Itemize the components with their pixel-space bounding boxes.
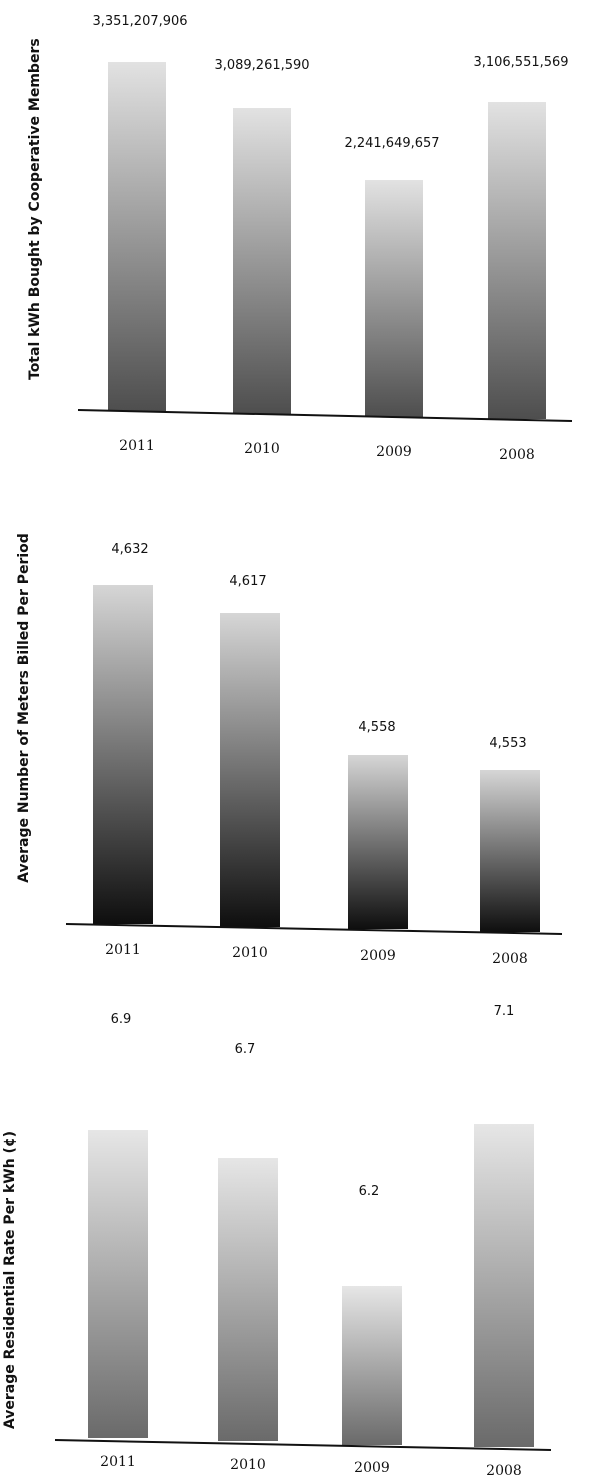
value-label-2011: 4,632 (111, 542, 149, 557)
x-tick-label-2008: 2008 (499, 447, 535, 463)
value-label-2010: 4,617 (229, 574, 267, 589)
x-axis-line (65, 923, 563, 935)
bar-2008 (480, 770, 540, 932)
bar-2008 (488, 102, 546, 419)
x-tick-label-2010: 2010 (230, 1457, 266, 1473)
value-label-2010: 6.7 (234, 1042, 256, 1057)
kwh-bought-chart-plot (77, 62, 573, 422)
x-axis-line (54, 1439, 552, 1451)
value-label-2008: 3,106,551,569 (473, 55, 569, 70)
x-tick-label-2010: 2010 (244, 441, 280, 457)
residential-rate-chart-plot (54, 1124, 552, 1451)
bar-2010 (220, 613, 280, 927)
meters-billed-chart: Average Number of Meters Billed Per Peri… (0, 490, 594, 970)
x-tick-label-2010: 2010 (232, 945, 268, 961)
x-tick-label-2009: 2009 (376, 444, 412, 460)
bar-2011 (88, 1130, 148, 1438)
bar-2008 (474, 1124, 534, 1447)
bar-2010 (218, 1158, 278, 1441)
x-axis-line (77, 409, 573, 422)
value-label-2010: 3,089,261,590 (214, 58, 310, 73)
kwh-bought-chart: Total kWh Bought by Cooperative Members … (0, 0, 594, 470)
value-label-2008: 7.1 (493, 1004, 515, 1019)
value-label-2009: 6.2 (358, 1184, 380, 1199)
x-tick-label-2008: 2008 (486, 1463, 522, 1479)
bar-2009 (342, 1286, 402, 1445)
x-tick-label-2011: 2011 (100, 1454, 136, 1470)
value-label-2011: 6.9 (110, 1012, 132, 1027)
residential-rate-chart: Average Residential Rate Per kWh (¢) 6.9… (0, 1004, 594, 1479)
value-label-2009: 4,558 (358, 720, 396, 735)
x-tick-label-2008: 2008 (492, 951, 528, 967)
x-tick-label-2009: 2009 (354, 1460, 390, 1476)
value-label-2009: 2,241,649,657 (344, 136, 440, 151)
residential-rate-y-axis-label: Average Residential Rate Per kWh (¢) (2, 1130, 18, 1430)
value-label-2011: 3,351,207,906 (92, 14, 188, 29)
bar-2011 (108, 62, 166, 411)
bar-2009 (348, 755, 408, 929)
x-tick-label-2011: 2011 (119, 438, 155, 454)
kwh-bought-y-axis-label: Total kWh Bought by Cooperative Members (27, 38, 43, 380)
meters-billed-y-axis-label: Average Number of Meters Billed Per Peri… (16, 533, 32, 883)
x-tick-label-2011: 2011 (105, 942, 141, 958)
bar-2010 (233, 108, 291, 414)
x-tick-label-2009: 2009 (360, 948, 396, 964)
value-label-2008: 4,553 (489, 736, 527, 751)
bar-2009 (365, 180, 423, 417)
meters-billed-chart-plot (65, 585, 563, 935)
bar-2011 (93, 585, 153, 924)
